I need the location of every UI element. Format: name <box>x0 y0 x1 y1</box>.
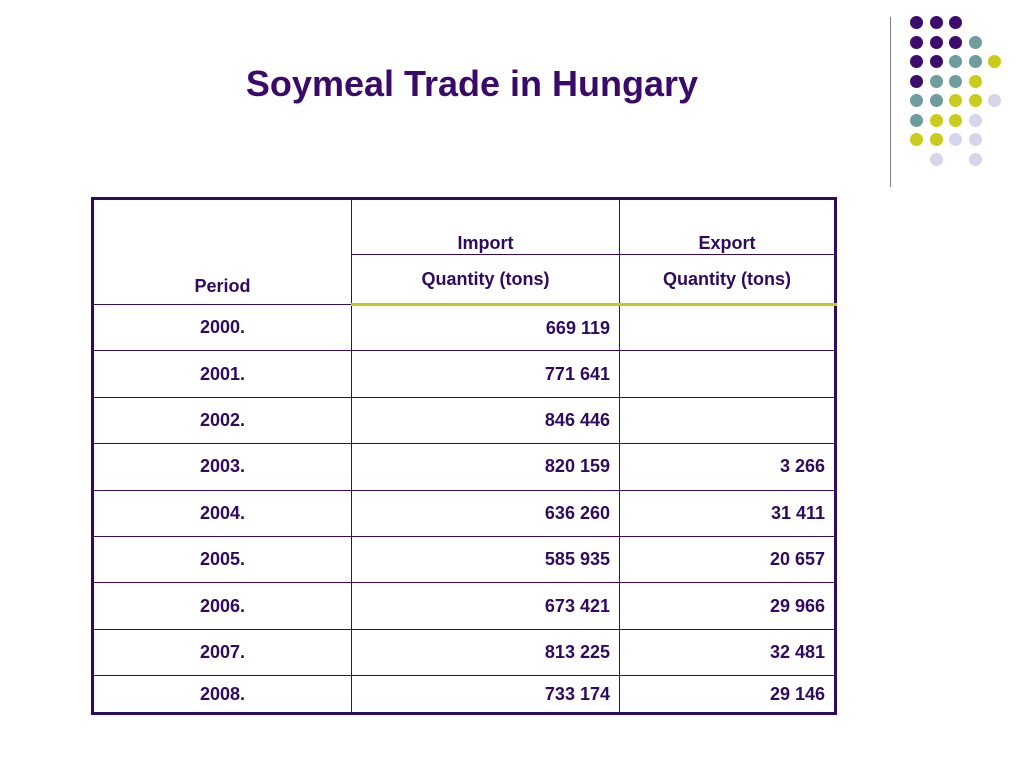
period-cell: 2005. <box>92 535 352 584</box>
import-quantity-cell: 846 446 <box>351 396 620 445</box>
decorative-dot <box>929 113 943 127</box>
table-row: 2008. 733 174 29 146 <box>92 675 836 715</box>
export-quantity-cell: 29 146 <box>619 675 836 715</box>
header-period: Period <box>92 198 352 305</box>
decorative-dot <box>949 35 962 49</box>
decorative-dot <box>968 35 982 49</box>
import-quantity-cell: 733 174 <box>351 675 620 715</box>
export-quantity-cell <box>619 396 836 445</box>
decorative-dot-grid <box>910 16 1006 166</box>
decorative-dot <box>968 152 982 166</box>
decorative-dot <box>949 16 962 29</box>
table-row: 2000. 669 119 <box>92 303 836 352</box>
decorative-dot <box>910 35 923 49</box>
decorative-dot <box>949 94 962 107</box>
period-cell: 2000. <box>92 303 352 352</box>
header-export-unit: Quantity (tons) <box>619 254 836 306</box>
export-quantity-cell: 3 266 <box>619 443 836 491</box>
table-subheader-row: Quantity (tons) Quantity (tons) <box>93 254 836 306</box>
decorative-vertical-rule <box>890 17 891 187</box>
table-header-row: Period Import Export <box>92 198 836 305</box>
table-body: 2000. 669 119 2001. 771 641 2002. 846 446 2003… <box>92 303 836 715</box>
decorative-dot <box>949 74 962 88</box>
period-cell: 2002. <box>92 396 352 445</box>
table-row: 2001. 771 641 <box>92 350 836 398</box>
decorative-dot <box>949 113 962 127</box>
decorative-dot <box>929 94 943 107</box>
slide-title: Soymeal Trade in Hungary <box>245 63 699 104</box>
decorative-dot <box>968 74 982 88</box>
decorative-dot <box>910 94 923 107</box>
decorative-dot <box>910 113 923 127</box>
import-quantity-cell: 813 225 <box>351 628 620 677</box>
export-quantity-cell <box>619 350 836 398</box>
decorative-dot <box>929 74 943 88</box>
period-cell: 2007. <box>92 628 352 677</box>
decorative-dot <box>968 55 982 68</box>
decorative-dot <box>910 55 923 68</box>
decorative-dot <box>910 16 923 29</box>
import-quantity-cell: 669 119 <box>351 303 620 352</box>
import-quantity-cell: 820 159 <box>351 443 620 491</box>
header-import: Import <box>351 198 620 255</box>
header-import-unit: Quantity (tons) <box>351 254 620 306</box>
import-quantity-cell: 673 421 <box>351 582 620 630</box>
period-cell: 2003. <box>92 443 352 491</box>
import-quantity-cell: 585 935 <box>351 535 620 584</box>
decorative-dot <box>968 133 982 146</box>
decorative-dot <box>988 94 1001 107</box>
table-row: 2002. 846 446 <box>92 396 836 445</box>
decorative-dot <box>968 113 982 127</box>
header-export: Export <box>619 198 836 255</box>
export-quantity-cell: 20 657 <box>619 535 836 584</box>
trade-table-container: Period Import Export Quantity (tons) Qua… <box>91 197 837 716</box>
export-quantity-cell: 31 411 <box>619 489 836 537</box>
period-cell: 2008. <box>92 675 352 715</box>
decorative-dot <box>949 133 962 146</box>
decorative-dot <box>929 55 943 68</box>
period-cell: 2001. <box>92 350 352 398</box>
decorative-dot <box>929 152 943 166</box>
period-cell: 2006. <box>92 582 352 630</box>
decorative-dot <box>968 94 982 107</box>
export-quantity-cell <box>619 303 836 352</box>
table-row: 2007. 813 225 32 481 <box>92 628 836 677</box>
decorative-dot <box>929 35 943 49</box>
decorative-dot <box>929 133 943 146</box>
export-quantity-cell: 32 481 <box>619 628 836 677</box>
decorative-dot <box>988 55 1001 68</box>
decorative-dot <box>910 74 923 88</box>
trade-table: Period Import Export Quantity (tons) Qua… <box>91 197 837 716</box>
export-quantity-cell: 29 966 <box>619 582 836 630</box>
import-quantity-cell: 771 641 <box>351 350 620 398</box>
table-row: 2004. 636 260 31 411 <box>92 489 836 537</box>
import-quantity-cell: 636 260 <box>351 489 620 537</box>
table-row: 2003. 820 159 3 266 <box>92 443 836 491</box>
decorative-dot <box>910 133 923 146</box>
decorative-dot <box>929 16 943 29</box>
table-row: 2006. 673 421 29 966 <box>92 582 836 630</box>
period-cell: 2004. <box>92 489 352 537</box>
decorative-dot <box>949 55 962 68</box>
table-row: 2005. 585 935 20 657 <box>92 535 836 584</box>
